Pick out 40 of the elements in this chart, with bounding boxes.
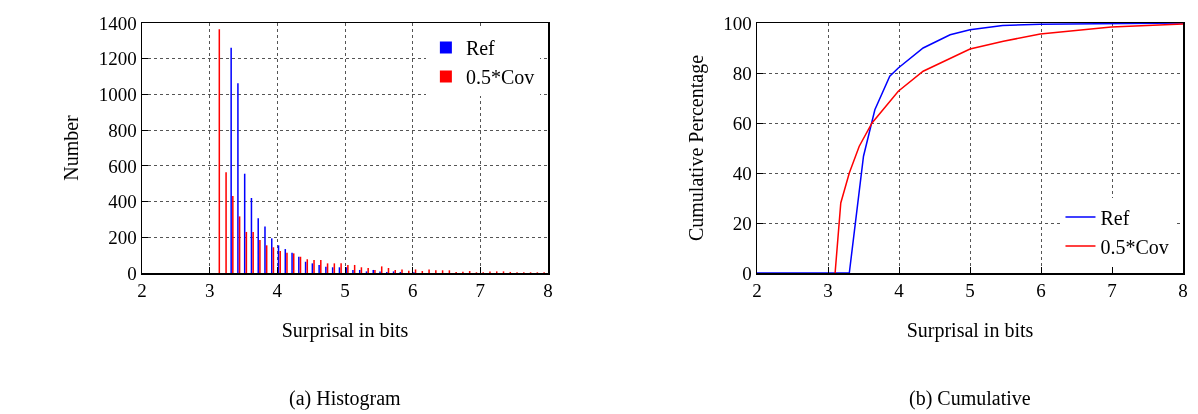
line-series: [757, 23, 1183, 273]
x-tick-label: 4: [894, 280, 905, 302]
x-tick-label: 2: [752, 280, 762, 302]
y-tick-label: 400: [108, 191, 137, 213]
y-tick-label: 1200: [98, 48, 137, 70]
x-axis-title: Surprisal in bits: [281, 318, 409, 342]
y-tick-label: 0: [127, 262, 137, 284]
y-tick-label: 100: [723, 12, 752, 34]
y-axis-title: Cumulative Percentage: [684, 54, 708, 242]
y-tick-label: 800: [108, 119, 137, 141]
x-tick-label: 6: [1036, 280, 1046, 302]
x-tick-label: 6: [407, 280, 418, 302]
y-tick-label: 1000: [98, 84, 137, 106]
x-tick-label: 7: [1107, 280, 1117, 302]
text: (a) Histogram: [289, 387, 402, 410]
x-tick-label: 7: [475, 280, 486, 302]
legend-label: Ref: [465, 37, 496, 60]
x-tick-label: 8: [1178, 280, 1188, 302]
x-tick-label: 4: [272, 280, 283, 302]
x-tick-label: 3: [823, 280, 833, 302]
y-tick-label: 200: [108, 226, 137, 248]
y-tick-label: 0: [742, 262, 752, 284]
y-tick-label: 80: [732, 62, 752, 84]
text: (b) Cumulative: [909, 387, 1031, 410]
line-series: [834, 23, 1183, 273]
legend-label: 0.5*Cov: [1100, 235, 1169, 258]
x-tick-label: 5: [965, 280, 975, 302]
y-tick-label: 1400: [98, 12, 137, 34]
y-tick-label: 40: [732, 162, 752, 184]
x-axis-title: Surprisal in bits: [906, 318, 1034, 342]
y-tick-label: 600: [108, 155, 137, 177]
y-axis-title: Number: [60, 114, 83, 181]
legend-label: Ref: [1100, 206, 1130, 229]
x-tick-label: 5: [340, 280, 350, 302]
y-tick-label: 60: [732, 112, 752, 134]
x-tick-label: 2: [137, 280, 147, 302]
x-tick-label: 8: [543, 280, 553, 302]
legend-label: 0.5*Cov: [465, 66, 535, 89]
y-tick-label: 20: [732, 212, 752, 234]
x-tick-label: 3: [204, 280, 215, 302]
